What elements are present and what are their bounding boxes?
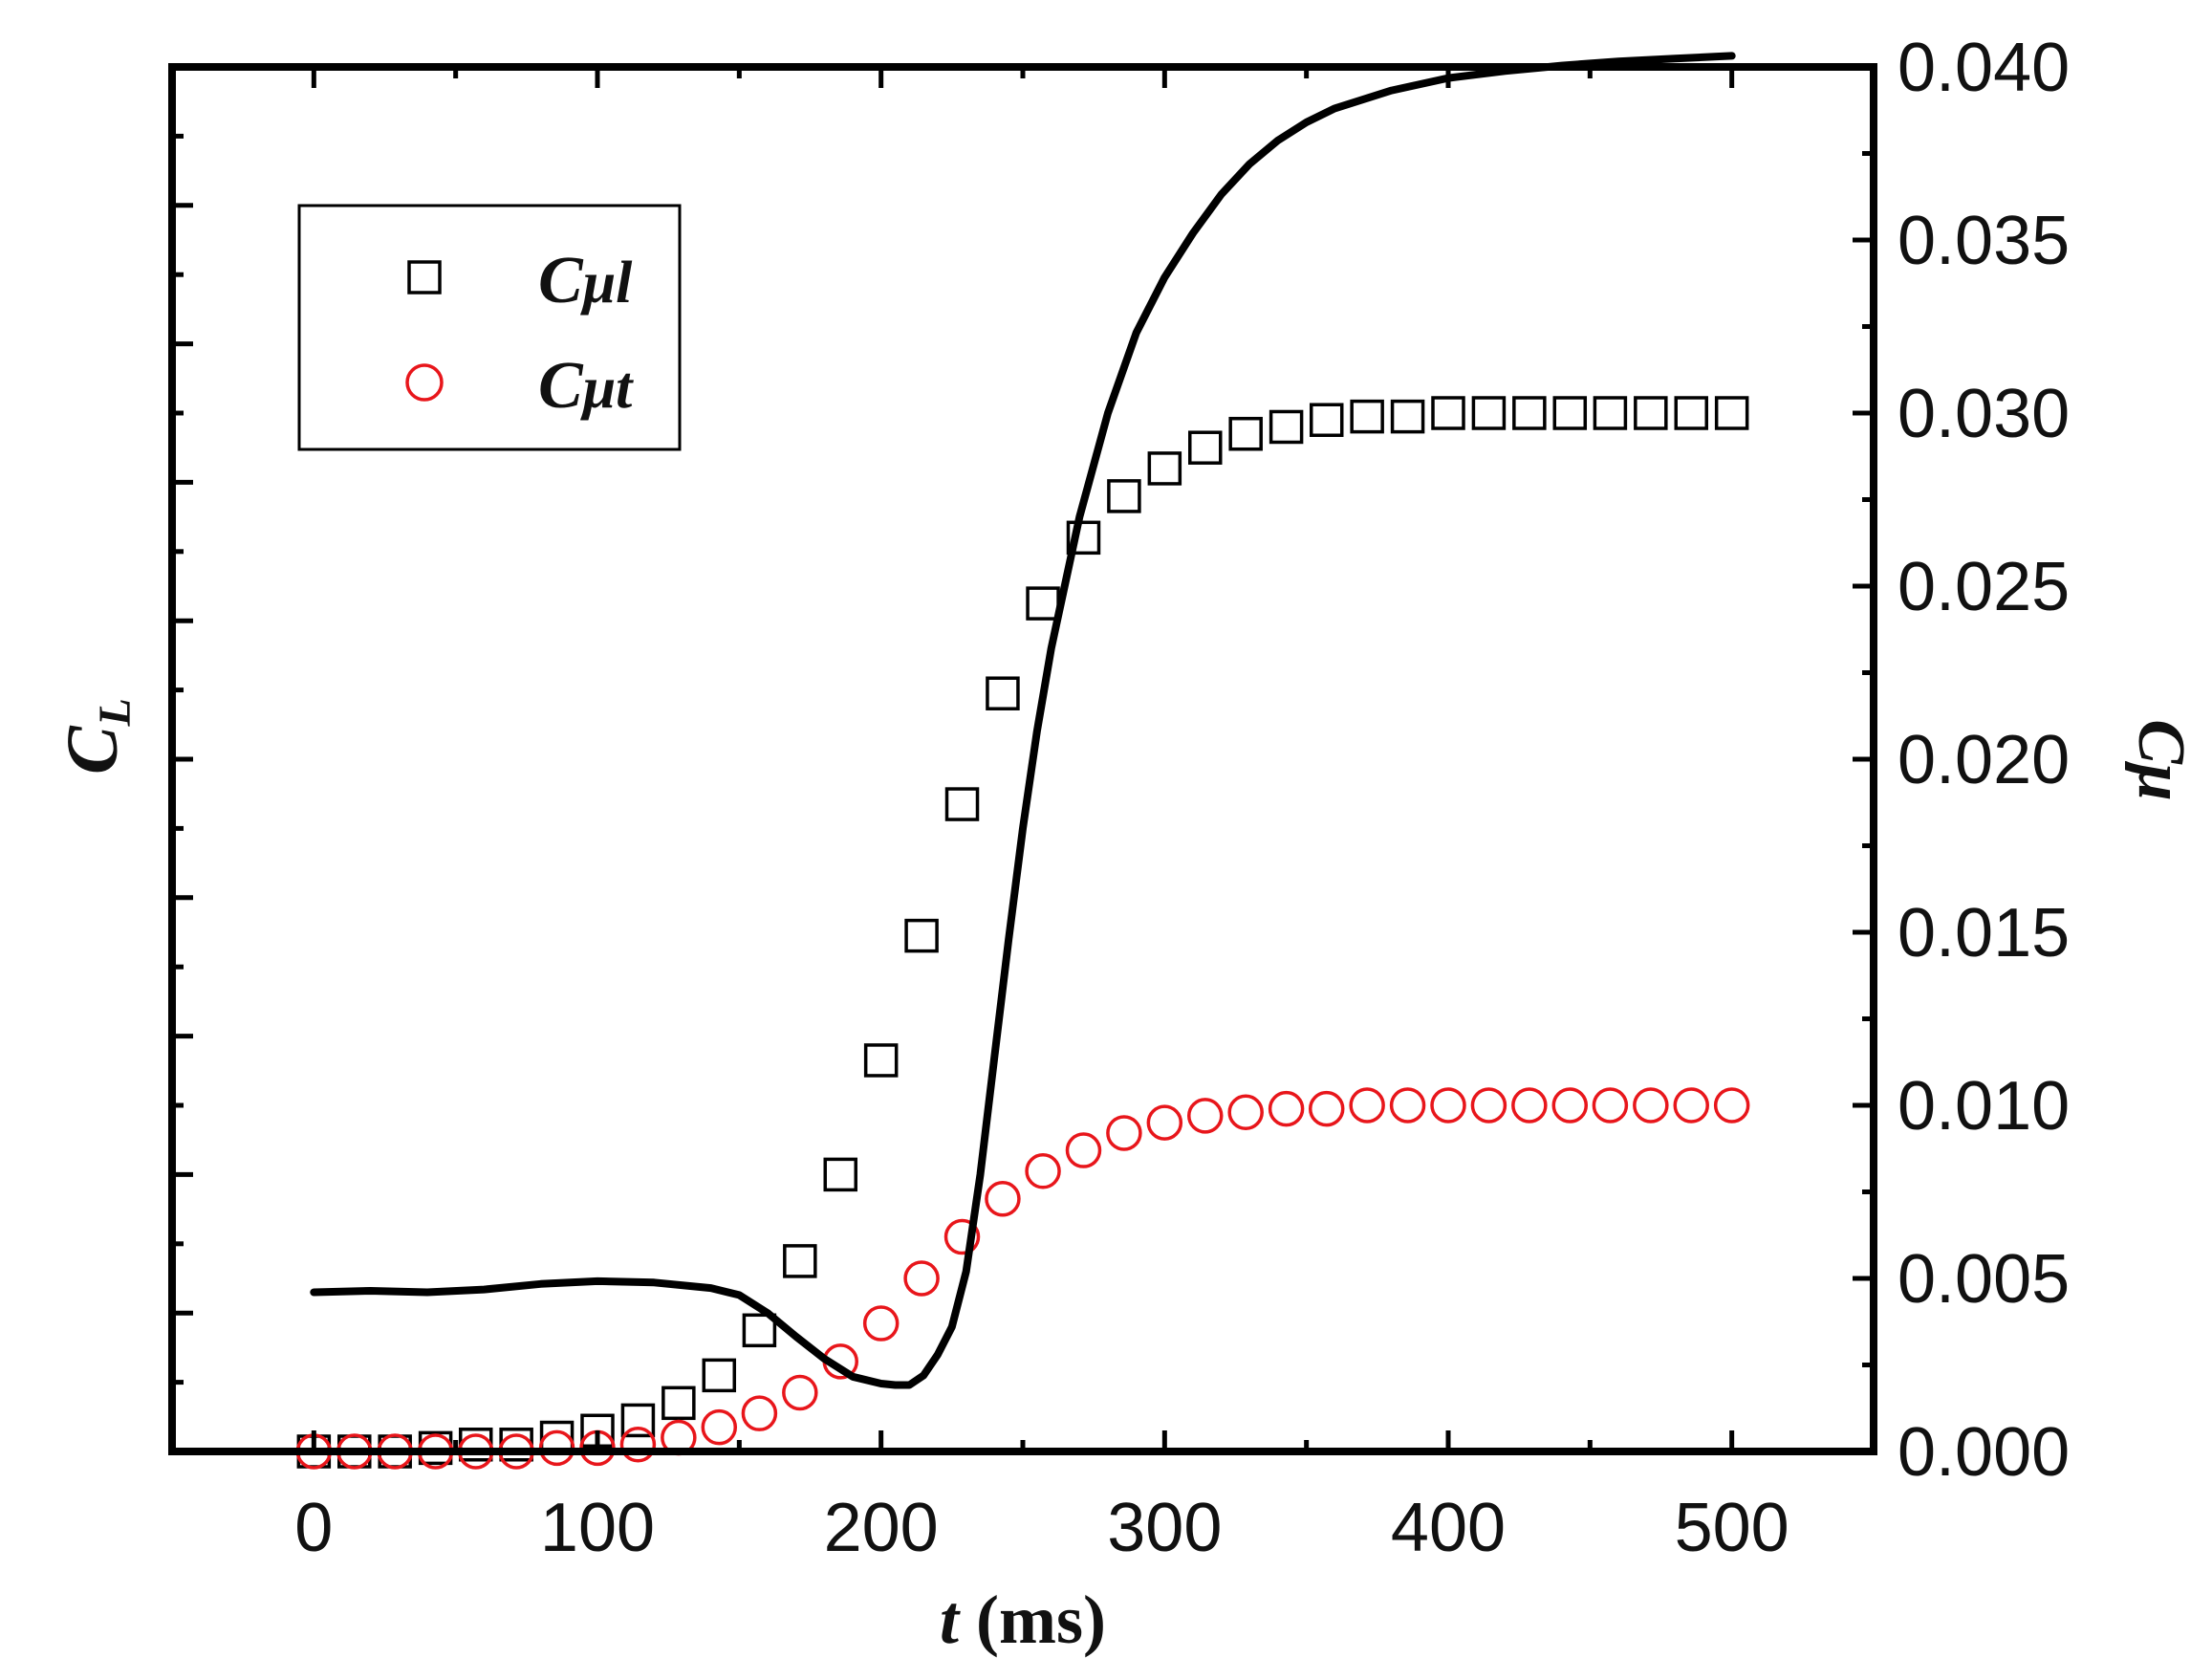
data-point-square [1188, 430, 1223, 465]
data-point-square [823, 1157, 857, 1192]
data-point-circle [943, 1218, 981, 1255]
legend-label-main: C [538, 244, 584, 317]
data-point-square [1147, 451, 1182, 486]
y-right-tick-label: 0.005 [1898, 1241, 2070, 1318]
data-point-circle [985, 1180, 1021, 1217]
data-point-circle [1025, 1153, 1061, 1189]
data-point-circle [1551, 1087, 1589, 1124]
data-point-square [1390, 399, 1425, 434]
y-right-tick-label: 0.025 [1898, 549, 2070, 625]
data-point-circle [1673, 1087, 1709, 1124]
data-point-circle [1106, 1115, 1142, 1151]
data-point-circle [862, 1305, 900, 1342]
y-left-axis-title: CL [53, 698, 141, 775]
y-right-tick-label: 0.040 [1898, 30, 2070, 106]
y-right-tick-label: 0.015 [1898, 895, 2070, 971]
data-point-circle [1065, 1132, 1102, 1168]
legend-label-main: C [538, 349, 584, 423]
data-point-square [1634, 396, 1668, 430]
series-line-cl [310, 52, 1736, 1389]
data-point-square [1471, 396, 1507, 430]
x-tick-label: 200 [824, 1490, 939, 1566]
data-point-square [1269, 409, 1304, 445]
data-point-circle [782, 1374, 818, 1411]
data-point-circle [1187, 1098, 1224, 1134]
legend-label-sub: μl [580, 251, 633, 316]
legend-label-sub: μt [580, 356, 634, 421]
data-point-circle [1713, 1087, 1750, 1124]
x-tick-label: 500 [1675, 1490, 1789, 1566]
data-point-circle [903, 1260, 940, 1297]
data-point-circle [1592, 1087, 1629, 1124]
data-point-square [986, 676, 1020, 710]
data-point-circle [1146, 1104, 1183, 1141]
data-point-square [1593, 396, 1628, 430]
data-point-circle [1470, 1087, 1507, 1124]
data-point-circle [1268, 1090, 1305, 1127]
y-left-title-sub: L [90, 698, 141, 727]
data-point-square [1066, 520, 1101, 556]
series-c-mu-t [295, 1087, 1750, 1470]
x-axis-unit: (ms) [959, 1582, 1106, 1658]
data-point-circle [1349, 1087, 1385, 1124]
legend-box [297, 204, 682, 451]
data-point-square [1026, 586, 1060, 621]
x-tick-label: 100 [540, 1490, 655, 1566]
data-point-circle [1511, 1087, 1548, 1124]
legend-marker-circle [405, 363, 444, 402]
data-point-square [863, 1043, 899, 1078]
data-point-square [1674, 396, 1708, 430]
y-right-tick-label: 0.000 [1898, 1414, 2070, 1491]
data-point-square [1350, 399, 1384, 434]
data-point-circle [1227, 1094, 1264, 1130]
data-point-square [1714, 396, 1749, 430]
legend-marker-square [407, 260, 442, 295]
y-right-tick-label: 0.035 [1898, 203, 2070, 279]
legend-label: Cμt [538, 349, 634, 423]
data-point-square [620, 1403, 656, 1438]
data-point-circle [619, 1427, 657, 1463]
x-tick-label: 400 [1391, 1490, 1506, 1566]
x-tick-label: 0 [294, 1490, 333, 1566]
data-point-square [904, 918, 939, 953]
x-axis-var: t [940, 1582, 961, 1658]
x-axis-title: t (ms) [940, 1582, 1106, 1658]
legend-label: Cμl [538, 244, 633, 317]
data-point-square [1552, 396, 1588, 430]
data-point-square [1431, 396, 1465, 430]
data-point-square [742, 1313, 777, 1348]
x-tick-label: 300 [1107, 1490, 1222, 1566]
axes-layer: 0 100 200 300 400 500 0.000 0.005 0.010 0.015 0.02… [168, 30, 2070, 1566]
plot-layer [295, 52, 1750, 1470]
y-right-axis-title: Cμ [2124, 719, 2198, 801]
data-point-square [1512, 396, 1547, 430]
data-point-square [783, 1244, 817, 1278]
data-point-square [944, 787, 980, 821]
y-right-tick-label: 0.030 [1898, 376, 2070, 452]
data-point-circle [741, 1395, 778, 1431]
data-point-circle [1389, 1087, 1426, 1124]
data-point-square [702, 1358, 737, 1393]
data-point-circle [1633, 1087, 1669, 1124]
data-point-circle [701, 1408, 738, 1446]
data-point-square [661, 1385, 696, 1421]
y-right-tick-label: 0.010 [1898, 1068, 2070, 1145]
data-point-square [1228, 416, 1263, 451]
data-point-circle [1308, 1090, 1345, 1127]
data-point-square [1107, 479, 1141, 513]
data-point-circle [1430, 1087, 1466, 1124]
y-left-title-main: C [53, 725, 133, 775]
series-c-mu-l [296, 396, 1749, 1469]
y-right-tick-label: 0.020 [1898, 722, 2070, 798]
data-point-square [1309, 403, 1344, 437]
axis-titles: t (ms) CL Cμ [53, 698, 2198, 1658]
